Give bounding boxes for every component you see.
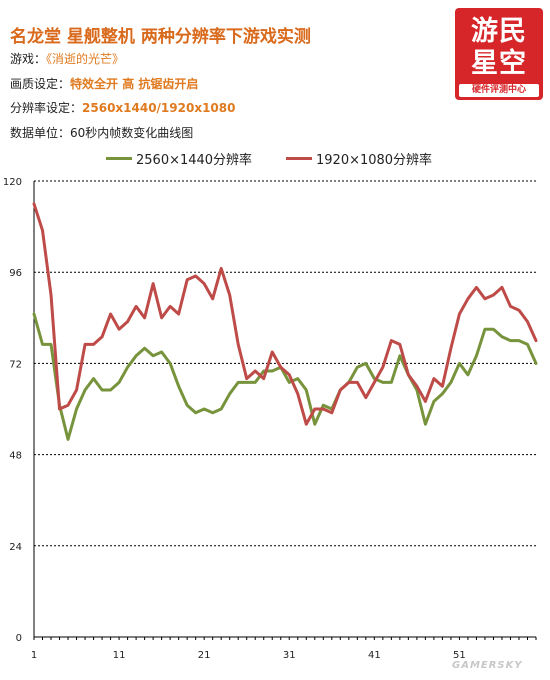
y-tick-label: 24 xyxy=(9,542,22,553)
logo-line1: 游民 xyxy=(471,16,527,47)
legend-swatch-series2 xyxy=(286,156,312,160)
resolution-label: 分辨率设定： xyxy=(10,101,83,115)
logo-line2: 星空 xyxy=(471,48,527,79)
y-tick-label: 96 xyxy=(9,268,22,279)
legend-label-series2: 1920×1080分辨率 xyxy=(316,152,433,168)
x-tick-label: 31 xyxy=(283,650,296,661)
game-label: 游戏： xyxy=(10,52,47,66)
legend-swatch-series1 xyxy=(106,156,132,160)
game-info: 游戏：《消逝的光芒》 xyxy=(10,50,124,67)
logo-subtitle: 硬件评测中心 xyxy=(459,84,539,97)
series-line-2 xyxy=(32,202,538,426)
resolution-value: 2560x1440/1920x1080 xyxy=(82,101,236,115)
legend-item-series2: 1920×1080分辨率 xyxy=(286,148,432,168)
x-tick-label: 51 xyxy=(453,650,466,661)
x-tick-label: 11 xyxy=(113,650,126,661)
x-tick-label: 21 xyxy=(198,650,211,661)
x-tick-label: 41 xyxy=(368,650,381,661)
page-title: 名龙堂 星舰整机 两种分辨率下游戏实测 xyxy=(10,27,311,47)
watermark-text: GAMERSKY xyxy=(452,660,523,671)
y-tick-label: 48 xyxy=(9,451,22,462)
gamersky-logo: 游民 星空 硬件评测中心 xyxy=(455,8,543,100)
chart-legend: 2560×1440分辨率 1920×1080分辨率 xyxy=(0,148,550,168)
quality-value: 特效全开 高 抗锯齿开启 xyxy=(70,77,199,91)
series-line-1 xyxy=(32,312,538,441)
game-value: 《消逝的光芒》 xyxy=(46,52,125,66)
y-tick-label: 120 xyxy=(3,177,22,188)
x-tick-label: 1 xyxy=(31,650,37,661)
quality-label: 画质设定： xyxy=(10,77,71,91)
legend-item-series1: 2560×1440分辨率 xyxy=(106,148,252,168)
y-tick-label: 72 xyxy=(9,359,22,370)
legend-label-series1: 2560×1440分辨率 xyxy=(136,152,253,168)
resolution-info: 分辨率设定：2560x1440/1920x1080 xyxy=(10,99,235,116)
quality-info: 画质设定：特效全开 高 抗锯齿开启 xyxy=(10,75,198,92)
unit-info: 数据单位：60秒内帧数变化曲线图 xyxy=(10,126,194,140)
y-tick-label: 0 xyxy=(16,633,22,644)
